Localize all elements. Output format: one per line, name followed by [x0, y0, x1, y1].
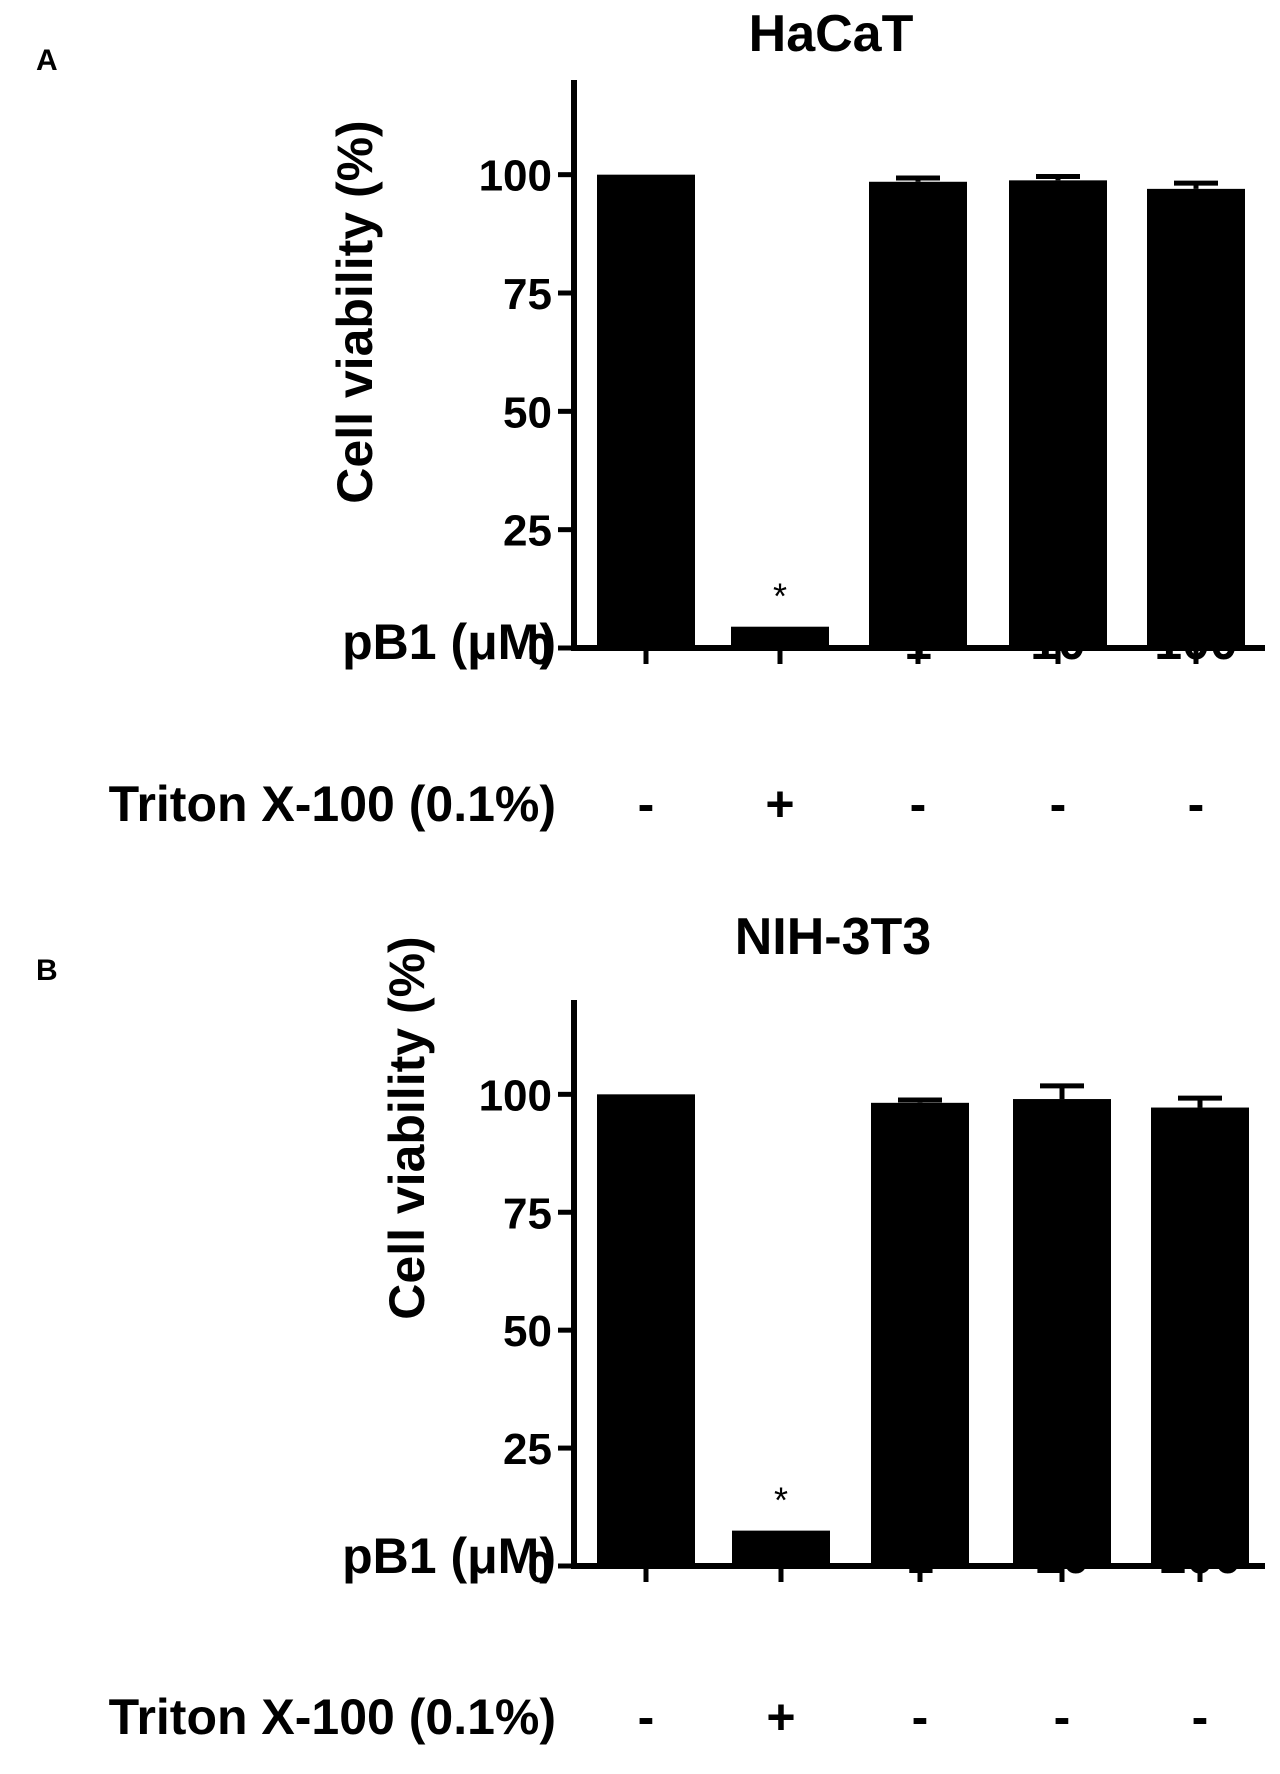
y-axis-label: Cell viability (%): [379, 936, 435, 1319]
condition-row-pb1: pB1 (μM) - - 1 10 100: [342, 1528, 1242, 1584]
condition-value: -: [638, 776, 655, 832]
condition-value: -: [1050, 776, 1067, 832]
condition-row-triton: Triton X-100 (0.1%) - + - - -: [109, 1689, 1209, 1745]
y-tick-label: 75: [503, 270, 552, 319]
condition-value: -: [638, 1689, 655, 1745]
y-tick-label: 50: [503, 1307, 552, 1356]
significance-marker: *: [773, 576, 787, 617]
condition-value: 10: [1034, 1528, 1090, 1584]
bar: [597, 1094, 695, 1566]
condition-value: 100: [1154, 614, 1237, 670]
significance-marker: *: [774, 1480, 788, 1521]
y-axis-label: Cell viability (%): [327, 120, 383, 503]
condition-value: -: [773, 1528, 790, 1584]
condition-value: 10: [1030, 614, 1086, 670]
condition-value: -: [638, 1528, 655, 1584]
y-tick-label: 25: [503, 507, 552, 556]
condition-value: -: [1188, 776, 1205, 832]
bar: [1013, 1099, 1111, 1566]
condition-row-triton: Triton X-100 (0.1%) - + - - -: [109, 776, 1205, 832]
chart-title: HaCaT: [749, 5, 914, 63]
condition-value: 1: [904, 614, 932, 670]
bar: [731, 626, 829, 648]
condition-value: -: [1054, 1689, 1071, 1745]
chart-title: NIH-3T3: [735, 908, 931, 966]
condition-value: -: [1192, 1689, 1209, 1745]
panel-label: B: [36, 954, 58, 987]
condition-value: +: [766, 1689, 795, 1745]
bar: [1151, 1107, 1249, 1566]
panel-label: A: [36, 44, 58, 77]
condition-value: -: [912, 1689, 929, 1745]
bar: [1009, 180, 1107, 648]
y-tick-label: 75: [503, 1189, 552, 1238]
condition-label-pb1: pB1 (μM): [342, 614, 556, 670]
y-tick-label: 0: [528, 1543, 552, 1592]
condition-label-triton: Triton X-100 (0.1%): [109, 776, 556, 832]
y-tick-label: 0: [528, 625, 552, 674]
plot-area: 0 25 50 75 100 *: [479, 80, 1265, 674]
y-tick-label: 50: [503, 388, 552, 437]
bar: [869, 181, 967, 648]
condition-value: +: [765, 776, 794, 832]
condition-value: 100: [1158, 1528, 1241, 1584]
bar: [871, 1102, 969, 1566]
condition-row-pb1: pB1 (μM) - - 1 10 100: [342, 614, 1238, 670]
y-tick-label: 25: [503, 1425, 552, 1474]
condition-label-triton: Triton X-100 (0.1%): [109, 1689, 556, 1745]
panel-a: A HaCaT Cell viability (%) 0 25 50 75 100 * p…: [36, 5, 1265, 832]
bar: [732, 1530, 830, 1566]
y-tick-label: 100: [479, 152, 552, 201]
panel-b: B NIH-3T3 Cell viability (%) 0 25 50 75 100 *…: [36, 908, 1265, 1745]
condition-value: 1: [906, 1528, 934, 1584]
y-tick-label: 100: [479, 1071, 552, 1120]
bar: [597, 174, 695, 648]
condition-value: -: [638, 614, 655, 670]
condition-value: -: [772, 614, 789, 670]
plot-area: 0 25 50 75 100 *: [479, 1000, 1265, 1592]
condition-value: -: [910, 776, 927, 832]
condition-label-pb1: pB1 (μM): [342, 1528, 556, 1584]
bar: [1147, 188, 1245, 648]
